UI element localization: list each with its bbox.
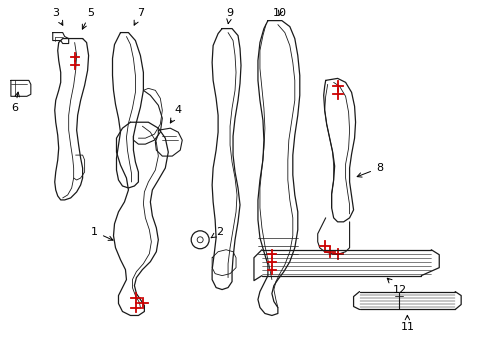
Text: 3: 3 bbox=[52, 8, 62, 25]
Text: 6: 6 bbox=[11, 92, 20, 113]
Text: 10: 10 bbox=[272, 8, 286, 18]
Text: 8: 8 bbox=[356, 163, 382, 177]
Text: 11: 11 bbox=[400, 315, 413, 332]
Text: 9: 9 bbox=[226, 8, 233, 24]
Text: 7: 7 bbox=[134, 8, 143, 25]
Text: 1: 1 bbox=[91, 227, 113, 240]
Text: 12: 12 bbox=[386, 278, 406, 294]
Text: 5: 5 bbox=[82, 8, 94, 29]
Text: 4: 4 bbox=[170, 105, 182, 123]
Text: 2: 2 bbox=[211, 227, 223, 238]
